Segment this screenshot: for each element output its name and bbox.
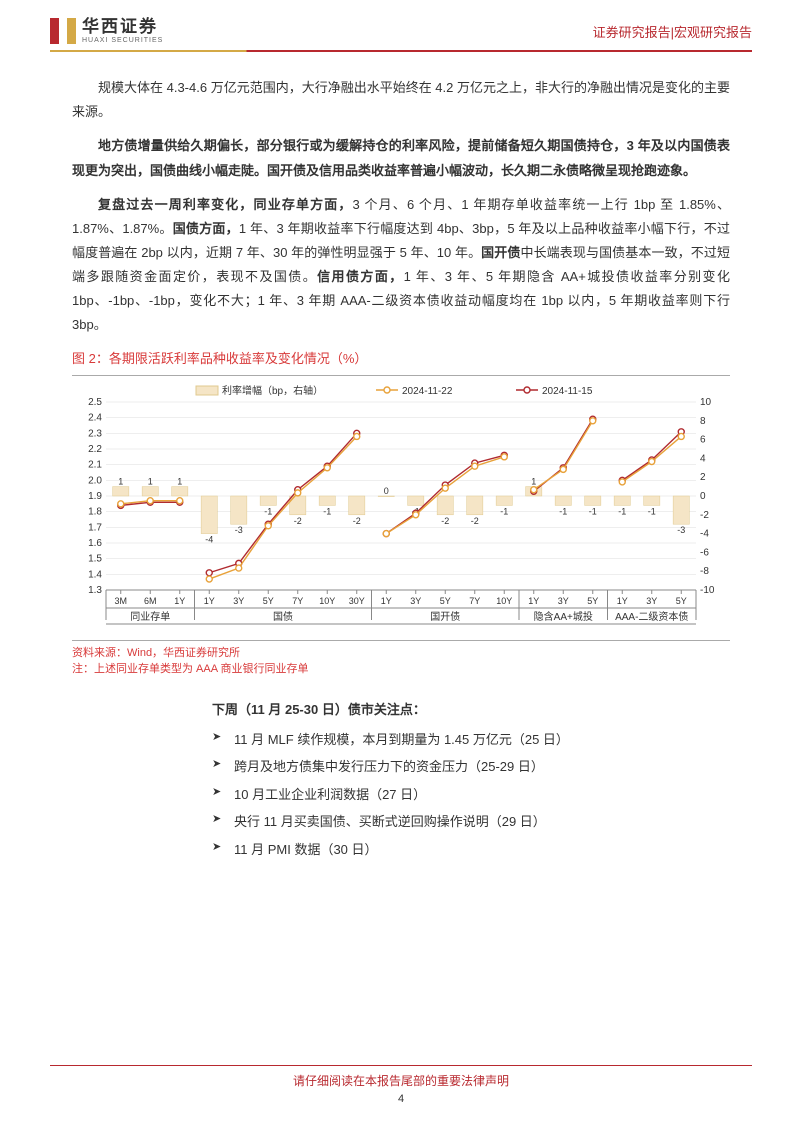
svg-text:10: 10: [700, 397, 712, 408]
svg-text:-1: -1: [559, 506, 567, 516]
svg-text:-4: -4: [205, 534, 213, 544]
svg-text:同业存单: 同业存单: [130, 610, 170, 623]
svg-text:5Y: 5Y: [263, 596, 274, 606]
svg-text:10Y: 10Y: [496, 596, 512, 606]
focus-title: 下周（11 月 25-30 日）债市关注点：: [212, 698, 710, 722]
svg-text:10Y: 10Y: [319, 596, 335, 606]
logo-cn: 华西证券: [82, 18, 163, 37]
svg-text:3M: 3M: [114, 596, 127, 606]
paragraph-1: 规模大体在 4.3-4.6 万亿元范围内，大行净融出水平始终在 4.2 万亿元之…: [72, 76, 730, 124]
svg-text:-3: -3: [235, 525, 243, 535]
svg-text:2024-11-15: 2024-11-15: [542, 386, 593, 397]
svg-text:1.9: 1.9: [88, 491, 102, 502]
svg-text:1.6: 1.6: [88, 538, 102, 549]
logo: 华西证券 HUAXI SECURITIES: [50, 18, 163, 44]
yield-change-chart: 1.3 1.4 1.5 1.6 1.7 1.8 1.9 2.0 2.1 2.2 2.3 2.4 2.5 -…: [72, 378, 730, 638]
focus-item: 央行 11 月买卖国债、买断式逆回购操作说明（29 日）: [212, 810, 710, 833]
svg-text:1.5: 1.5: [88, 554, 102, 565]
svg-text:-1: -1: [323, 506, 331, 516]
svg-text:7Y: 7Y: [292, 596, 303, 606]
svg-text:7Y: 7Y: [469, 596, 480, 606]
svg-text:-2: -2: [471, 516, 479, 526]
svg-text:-2: -2: [294, 516, 302, 526]
svg-text:-2: -2: [700, 510, 709, 521]
svg-text:3Y: 3Y: [233, 596, 244, 606]
svg-text:6M: 6M: [144, 596, 157, 606]
focus-item: 11 月 MLF 续作规模，本月到期量为 1.45 万亿元（25 日）: [212, 728, 710, 751]
svg-text:-8: -8: [700, 566, 709, 577]
svg-text:30Y: 30Y: [349, 596, 365, 606]
svg-text:-2: -2: [441, 516, 449, 526]
header-report-type: 证券研究报告|宏观研究报告: [593, 22, 752, 41]
svg-text:5Y: 5Y: [587, 596, 598, 606]
svg-text:2.4: 2.4: [88, 413, 102, 424]
svg-text:-3: -3: [677, 525, 685, 535]
svg-text:0: 0: [700, 491, 706, 502]
svg-text:3Y: 3Y: [410, 596, 421, 606]
svg-text:1Y: 1Y: [381, 596, 392, 606]
svg-text:1.7: 1.7: [88, 522, 102, 533]
svg-text:3Y: 3Y: [558, 596, 569, 606]
svg-text:6: 6: [700, 434, 706, 445]
svg-text:2024-11-22: 2024-11-22: [402, 386, 453, 397]
svg-text:1: 1: [118, 476, 123, 486]
focus-block: 下周（11 月 25-30 日）债市关注点： 11 月 MLF 续作规模，本月到…: [72, 698, 730, 861]
svg-text:1Y: 1Y: [528, 596, 539, 606]
svg-text:2.1: 2.1: [88, 460, 102, 471]
content: 规模大体在 4.3-4.6 万亿元范围内，大行净融出水平始终在 4.2 万亿元之…: [0, 52, 802, 861]
svg-text:-4: -4: [700, 528, 709, 539]
svg-text:-1: -1: [648, 506, 656, 516]
svg-text:AAA-二级资本债: AAA-二级资本债: [615, 610, 688, 623]
svg-text:3Y: 3Y: [646, 596, 657, 606]
page-header: 华西证券 HUAXI SECURITIES 证券研究报告|宏观研究报告: [0, 0, 802, 50]
svg-text:2.2: 2.2: [88, 444, 102, 455]
svg-text:-10: -10: [700, 585, 715, 596]
svg-text:2.3: 2.3: [88, 428, 102, 439]
svg-text:-6: -6: [700, 547, 709, 558]
svg-text:2: 2: [700, 472, 706, 483]
footer-disclaimer: 请仔细阅读在本报告尾部的重要法律声明: [0, 1072, 802, 1089]
svg-text:4: 4: [700, 453, 706, 464]
svg-text:1: 1: [177, 476, 182, 486]
svg-text:-1: -1: [264, 506, 272, 516]
svg-text:1: 1: [531, 476, 536, 486]
svg-text:1Y: 1Y: [174, 596, 185, 606]
svg-text:-1: -1: [589, 506, 597, 516]
chart-source: 资料来源：Wind，华西证券研究所 注：上述同业存单类型为 AAA 商业银行同业…: [72, 645, 730, 678]
svg-text:利率增幅（bp，右轴）: 利率增幅（bp，右轴）: [222, 384, 323, 397]
svg-text:-2: -2: [353, 516, 361, 526]
svg-text:隐含AA+城投: 隐含AA+城投: [534, 610, 593, 623]
svg-text:5Y: 5Y: [676, 596, 687, 606]
svg-text:2.5: 2.5: [88, 397, 102, 408]
svg-text:1.3: 1.3: [88, 585, 102, 596]
chart-container: 1.3 1.4 1.5 1.6 1.7 1.8 1.9 2.0 2.1 2.2 2.3 2.4 2.5 -…: [72, 375, 730, 641]
focus-item: 10 月工业企业利润数据（27 日）: [212, 783, 710, 806]
focus-item: 跨月及地方债集中发行压力下的资金压力（25-29 日）: [212, 755, 710, 778]
paragraph-2: 地方债增量供给久期偏长，部分银行或为缓解持仓的利率风险，提前储备短久期国债持仓，…: [72, 134, 730, 182]
page-footer: 请仔细阅读在本报告尾部的重要法律声明 4: [0, 1065, 802, 1105]
svg-text:-1: -1: [618, 506, 626, 516]
focus-list: 11 月 MLF 续作规模，本月到期量为 1.45 万亿元（25 日） 跨月及地方…: [212, 728, 710, 861]
svg-text:8: 8: [700, 416, 706, 427]
paragraph-3: 复盘过去一周利率变化，同业存单方面，3 个月、6 个月、1 年期存单收益率统一上…: [72, 193, 730, 337]
svg-text:1.8: 1.8: [88, 507, 102, 518]
chart-title: 图 2：各期限活跃利率品种收益率及变化情况（%）: [72, 347, 730, 371]
svg-text:5Y: 5Y: [440, 596, 451, 606]
svg-text:国开债: 国开债: [430, 610, 460, 623]
svg-text:1Y: 1Y: [617, 596, 628, 606]
svg-text:1Y: 1Y: [204, 596, 215, 606]
svg-text:2.0: 2.0: [88, 475, 102, 486]
svg-text:0: 0: [384, 486, 389, 496]
logo-en: HUAXI SECURITIES: [82, 37, 163, 45]
svg-text:1: 1: [148, 476, 153, 486]
focus-item: 11 月 PMI 数据（30 日）: [212, 838, 710, 861]
svg-text:国债: 国债: [273, 610, 293, 623]
svg-text:1.4: 1.4: [88, 569, 102, 580]
svg-text:-1: -1: [500, 506, 508, 516]
page-number: 4: [0, 1093, 802, 1105]
logo-mark-icon: [50, 18, 76, 44]
